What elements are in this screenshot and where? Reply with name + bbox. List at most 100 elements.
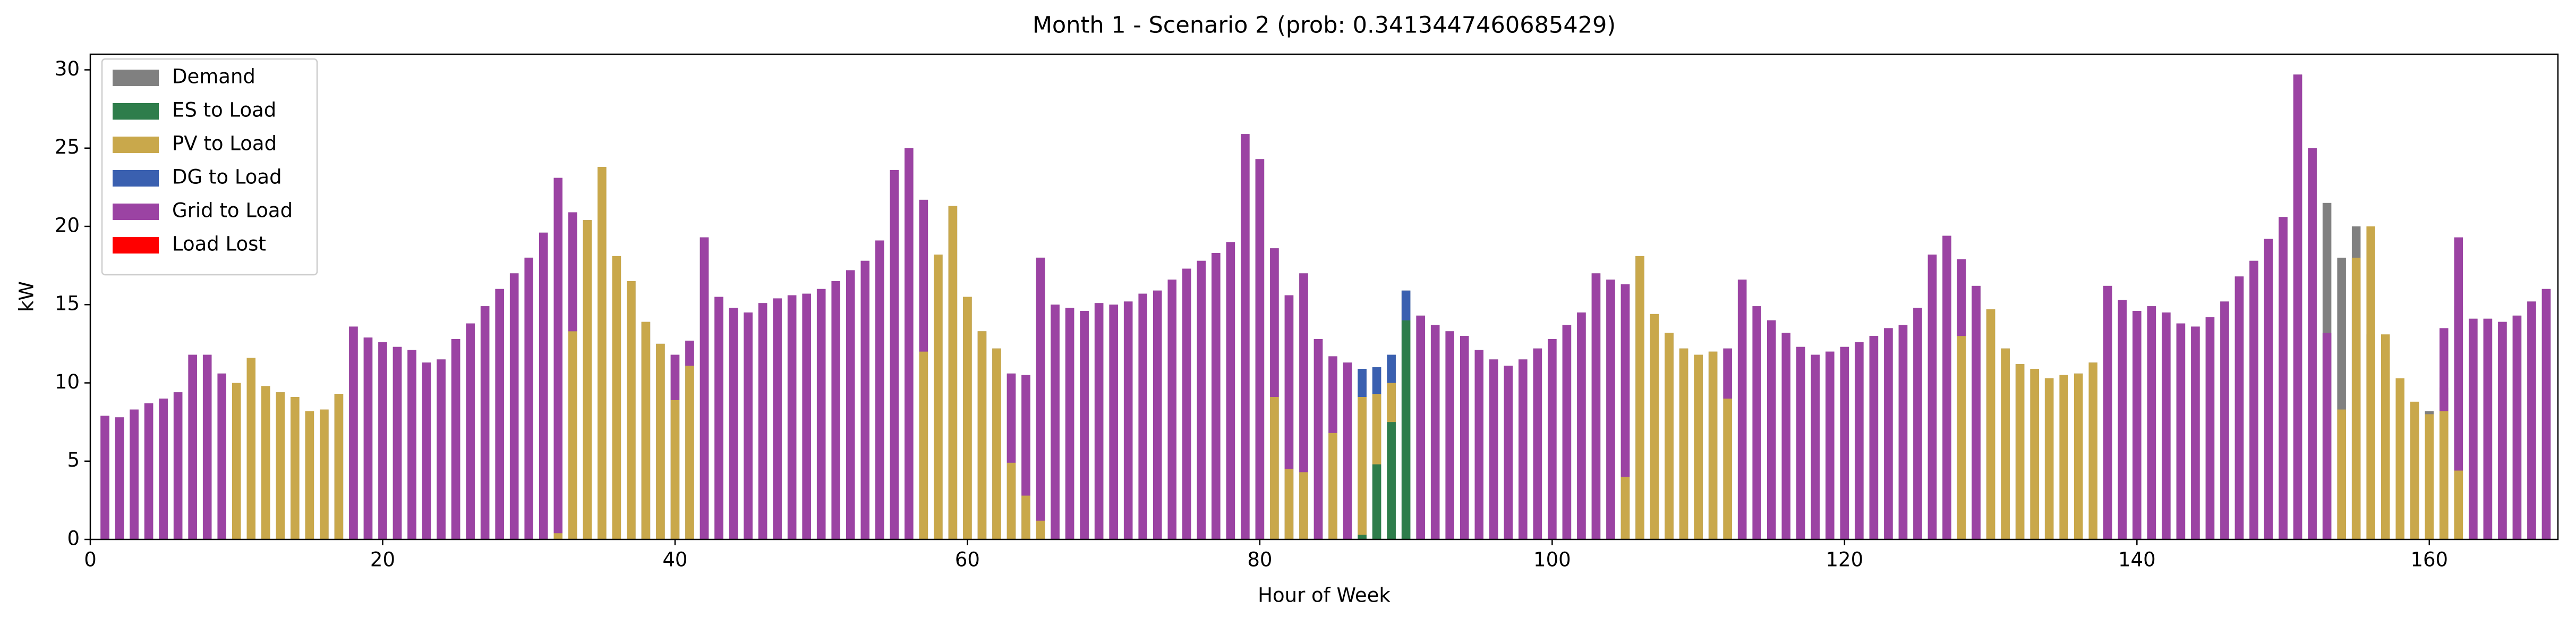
stacked-bar — [1182, 268, 1191, 539]
stacked-bar — [1212, 253, 1221, 539]
stacked-bar — [2308, 148, 2317, 539]
legend-swatch — [113, 170, 159, 187]
legend-label: Load Lost — [172, 233, 266, 256]
stacked-bar — [1401, 320, 1411, 539]
stacked-bar — [641, 322, 651, 539]
stacked-bar — [1708, 351, 1718, 539]
stacked-bar — [553, 533, 563, 539]
stacked-bar — [1927, 254, 1937, 539]
stacked-bar — [685, 366, 694, 539]
stacked-bar — [1884, 328, 1893, 539]
stacked-bar — [305, 411, 314, 539]
stacked-bar — [495, 289, 504, 539]
stacked-bar — [831, 281, 840, 539]
stacked-bar — [1796, 347, 1805, 539]
y-tick-label: 10 — [55, 370, 80, 393]
stacked-bar — [2264, 239, 2273, 539]
stacked-bar — [378, 342, 387, 539]
stacked-bar — [1065, 308, 1074, 539]
stacked-bar — [1577, 312, 1586, 539]
y-tick-label: 20 — [55, 214, 80, 237]
stacked-bar — [1869, 336, 1879, 539]
stacked-bar — [992, 348, 1001, 539]
stacked-bar — [363, 337, 373, 539]
stacked-bar — [1811, 354, 1820, 539]
stacked-bar — [1123, 301, 1133, 539]
x-tick-label: 40 — [662, 548, 687, 571]
plot-frame — [89, 53, 2559, 540]
stacked-bar — [1387, 383, 1396, 423]
stacked-bar — [2074, 373, 2083, 539]
stacked-bar — [1284, 295, 1294, 469]
stacked-bar — [1519, 359, 1528, 539]
y-axis-label: kW — [15, 281, 38, 312]
stacked-bar — [466, 323, 475, 539]
stacked-bar — [2439, 411, 2449, 539]
stacked-bar — [1898, 325, 1908, 539]
stacked-bar — [349, 326, 358, 539]
stacked-bar — [437, 359, 446, 539]
stacked-bar — [919, 351, 928, 539]
stacked-bar — [1781, 333, 1791, 539]
stacked-bar — [670, 354, 680, 400]
stacked-bar — [1694, 354, 1703, 539]
stacked-bar — [1548, 339, 1557, 539]
stacked-bar — [568, 212, 577, 332]
stacked-bar — [1620, 477, 1630, 539]
x-tick-label: 120 — [1826, 548, 1864, 571]
stacked-bar — [1387, 354, 1396, 383]
stacked-bar — [2483, 318, 2493, 539]
stacked-bar — [1080, 311, 1089, 539]
stacked-bar — [1737, 280, 1747, 539]
stacked-bar — [1006, 462, 1016, 539]
stacked-bar — [787, 295, 797, 539]
stacked-bar — [612, 256, 621, 540]
stacked-bar — [1372, 367, 1381, 394]
stacked-bar — [144, 403, 153, 539]
stacked-bar — [1826, 351, 1835, 539]
legend-label: Demand — [172, 65, 255, 88]
x-tick-label: 80 — [1247, 548, 1272, 571]
stacked-bar — [846, 270, 855, 539]
stacked-bar — [1167, 280, 1177, 539]
stacked-bar — [2337, 409, 2346, 539]
stacked-bar — [656, 343, 665, 539]
stacked-bar — [1328, 433, 1337, 539]
y-tick-label: 30 — [55, 57, 80, 80]
stacked-bar — [1635, 256, 1644, 540]
stacked-bar — [2395, 378, 2405, 539]
legend-swatch — [113, 70, 159, 86]
stacked-bar — [1358, 535, 1367, 539]
stacked-bar — [217, 373, 226, 539]
stacked-bar — [2030, 368, 2039, 539]
stacked-bar — [773, 298, 782, 539]
stacked-bar — [1723, 398, 1732, 539]
stacked-bar — [2176, 323, 2186, 539]
stacked-bar — [1153, 290, 1162, 539]
stacked-bar — [700, 237, 709, 539]
stacked-bar — [1343, 362, 1352, 539]
stacked-bar — [583, 220, 592, 539]
stacked-bar — [159, 398, 168, 539]
chart-title: Month 1 - Scenario 2 (prob: 0.3413447460… — [1033, 12, 1616, 39]
x-tick-label: 140 — [2118, 548, 2156, 571]
stacked-bar — [977, 331, 987, 539]
stacked-bar — [2162, 312, 2171, 539]
stacked-bar — [1387, 422, 1396, 539]
y-tick-label: 15 — [55, 292, 80, 315]
stacked-bar — [598, 167, 607, 539]
legend-swatch — [113, 204, 159, 220]
legend-label: PV to Load — [172, 132, 277, 155]
stacked-bar — [422, 362, 431, 539]
stacked-bar — [1109, 305, 1118, 539]
stacked-bar — [2234, 276, 2244, 539]
stacked-bar — [1328, 356, 1337, 433]
stacked-bar — [1855, 342, 1864, 539]
stacked-bar — [1270, 248, 1279, 397]
stacked-bar — [1489, 359, 1498, 539]
stacked-bar — [2322, 333, 2332, 539]
stacked-bar — [1752, 306, 1761, 539]
stacked-bar — [524, 257, 533, 539]
stacked-bar — [1138, 293, 1147, 539]
stacked-bar — [1372, 394, 1381, 464]
